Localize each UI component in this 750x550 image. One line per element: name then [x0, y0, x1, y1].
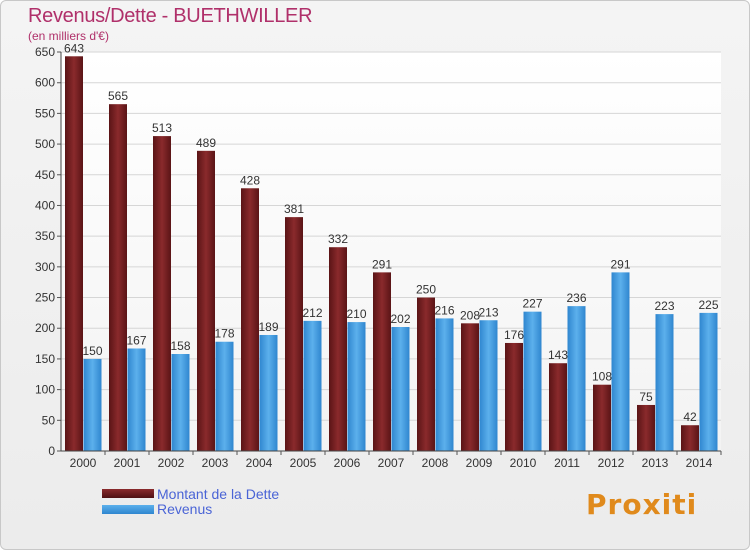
bar-dette — [549, 363, 567, 451]
bar-revenus — [655, 314, 674, 451]
bar-revenus — [567, 306, 586, 451]
bar-revenus — [479, 320, 498, 451]
data-label-dette: 176 — [504, 328, 524, 342]
data-label-dette: 381 — [284, 202, 304, 216]
data-label-dette: 643 — [64, 41, 84, 55]
data-label-dette: 565 — [108, 89, 128, 103]
legend-swatch-dette — [102, 489, 154, 498]
y-tick-label: 250 — [35, 291, 55, 305]
bar-revenus — [435, 318, 454, 451]
data-label-revenus: 223 — [654, 299, 674, 313]
bar-revenus — [215, 341, 234, 451]
data-label-dette: 332 — [328, 232, 348, 246]
bar-dette — [329, 247, 347, 451]
x-tick-label: 2011 — [554, 456, 580, 470]
bar-revenus — [611, 272, 630, 451]
bar-dette — [461, 323, 479, 451]
bar-revenus — [391, 327, 410, 451]
bar-dette — [197, 150, 215, 451]
x-tick-label: 2010 — [510, 456, 537, 470]
x-tick-label: 2000 — [70, 456, 97, 470]
legend-label-revenus: Revenus — [157, 501, 213, 517]
data-label-revenus: 210 — [346, 307, 366, 321]
bar-dette — [65, 56, 83, 451]
data-label-dette: 75 — [639, 390, 653, 404]
chart-subtitle: (en milliers d'€) — [28, 29, 109, 43]
data-label-revenus: 291 — [610, 257, 630, 271]
x-tick-label: 2007 — [378, 456, 405, 470]
y-tick-label: 0 — [48, 444, 55, 458]
bar-dette — [153, 136, 171, 451]
bar-revenus — [259, 334, 278, 451]
data-label-dette: 108 — [592, 370, 612, 384]
bar-dette — [109, 104, 127, 451]
data-label-revenus: 227 — [522, 297, 542, 311]
y-tick-label: 300 — [35, 260, 55, 274]
data-label-dette: 291 — [372, 257, 392, 271]
bar-dette — [417, 297, 435, 451]
y-tick-label: 100 — [35, 383, 55, 397]
bar-dette — [593, 384, 611, 451]
bar-revenus — [171, 354, 190, 451]
data-label-revenus: 167 — [126, 333, 146, 347]
bar-dette — [373, 272, 391, 451]
x-tick-label: 2008 — [422, 456, 449, 470]
y-tick-label: 500 — [35, 137, 55, 151]
bar-revenus — [347, 322, 366, 451]
data-label-dette: 428 — [240, 173, 260, 187]
data-label-revenus: 189 — [258, 320, 278, 334]
bar-dette — [241, 188, 259, 451]
x-tick-label: 2012 — [598, 456, 625, 470]
data-label-dette: 513 — [152, 121, 172, 135]
bar-revenus — [303, 320, 322, 451]
bar-dette — [681, 425, 699, 451]
x-tick-label: 2005 — [290, 456, 317, 470]
x-tick-label: 2002 — [158, 456, 185, 470]
bar-revenus — [83, 358, 102, 451]
bar-revenus — [127, 348, 146, 451]
data-label-dette: 250 — [416, 283, 436, 297]
bar-revenus — [699, 312, 718, 451]
bar-dette — [505, 342, 523, 451]
y-tick-label: 450 — [35, 168, 55, 182]
legend-label-dette: Montant de la Dette — [157, 486, 280, 502]
data-label-revenus: 225 — [698, 298, 718, 312]
legend-swatch-revenus — [102, 505, 154, 514]
data-label-revenus: 213 — [478, 305, 498, 319]
bar-dette — [637, 404, 655, 451]
data-label-revenus: 216 — [434, 303, 454, 317]
data-label-revenus: 158 — [170, 339, 190, 353]
data-label-revenus: 178 — [214, 327, 234, 341]
data-label-dette: 208 — [460, 308, 480, 322]
y-tick-label: 600 — [35, 76, 55, 90]
data-label-dette: 143 — [548, 348, 568, 362]
data-label-revenus: 212 — [302, 306, 322, 320]
data-label-dette: 489 — [196, 136, 216, 150]
x-tick-label: 2004 — [246, 456, 273, 470]
y-tick-label: 200 — [35, 321, 55, 335]
data-label-revenus: 236 — [566, 291, 586, 305]
x-tick-label: 2001 — [114, 456, 141, 470]
proxiti-logo: Proxiti — [586, 488, 698, 521]
bar-dette — [285, 217, 303, 451]
x-tick-label: 2014 — [686, 456, 713, 470]
x-tick-label: 2013 — [642, 456, 669, 470]
y-tick-label: 150 — [35, 352, 55, 366]
y-tick-label: 400 — [35, 198, 55, 212]
bar-revenus — [523, 311, 542, 451]
x-tick-label: 2006 — [334, 456, 361, 470]
data-label-revenus: 202 — [390, 312, 410, 326]
data-label-revenus: 150 — [82, 344, 102, 358]
x-tick-label: 2003 — [202, 456, 229, 470]
y-tick-label: 550 — [35, 106, 55, 120]
y-tick-label: 50 — [42, 413, 56, 427]
y-tick-label: 650 — [35, 45, 55, 59]
chart-title: Revenus/Dette - BUETHWILLER — [28, 5, 313, 27]
data-label-dette: 42 — [683, 410, 697, 424]
x-tick-label: 2009 — [466, 456, 493, 470]
y-tick-label: 350 — [35, 229, 55, 243]
